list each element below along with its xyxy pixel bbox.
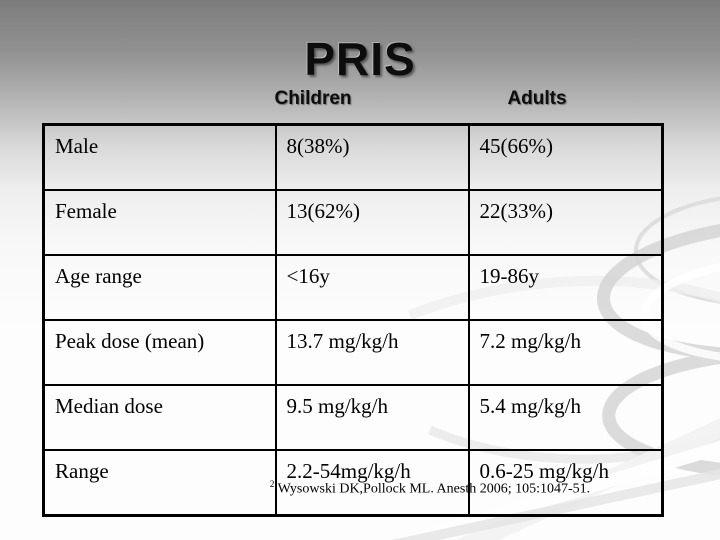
adults-value-cell: 45(66%) [467,123,664,191]
row-label-cell: Peak dose (mean) [42,319,277,386]
children-value-cell: 9.5 mg/kg/h [274,384,470,451]
adults-value-cell: 19-86y [467,254,664,321]
footnote-superscript: 2 [269,479,275,489]
table-row: Male 8(38%) 45(66%) [42,123,664,191]
children-value-cell: 13.7 mg/kg/h [274,319,470,386]
table-row: Range 2.2-54mg/kg/h 0.6-25 mg/kg/h [42,449,664,517]
row-label-cell: Age range [42,254,277,321]
adults-value-cell: 0.6-25 mg/kg/h [467,449,664,517]
row-label-cell: Female [42,189,277,256]
footnote-text: Wysowski DK,Pollock ML. Anesth 2006; 105… [277,481,591,497]
adults-value-cell: 5.4 mg/kg/h [467,384,664,451]
adults-value-cell: 7.2 mg/kg/h [467,319,664,386]
table-row: Female 13(62%) 22(33%) [42,189,664,256]
children-value-cell: 8(38%) [274,123,470,191]
row-label-cell: Median dose [42,384,277,451]
table-row: Age range <16y 19-86y [42,254,664,321]
row-label-cell: Range [42,449,277,517]
table-row: Peak dose (mean) 13.7 mg/kg/h 7.2 mg/kg/… [42,319,664,386]
children-value-cell: 2.2-54mg/kg/h [274,449,470,517]
adults-value-cell: 22(33%) [467,189,664,256]
table-row: Median dose 9.5 mg/kg/h 5.4 mg/kg/h [42,384,664,451]
column-header-adults: Adults [507,88,567,109]
row-label-cell: Male [42,123,277,191]
column-header-children: Children [274,88,352,109]
slide-title: PRIS [304,33,416,85]
pris-data-table: Male 8(38%) 45(66%) Female 13(62%) 22(33… [42,123,664,517]
children-value-cell: <16y [274,254,470,321]
footnote: 2 Wysowski DK,Pollock ML. Anesth 2006; 1… [150,479,710,498]
children-value-cell: 13(62%) [274,189,470,256]
